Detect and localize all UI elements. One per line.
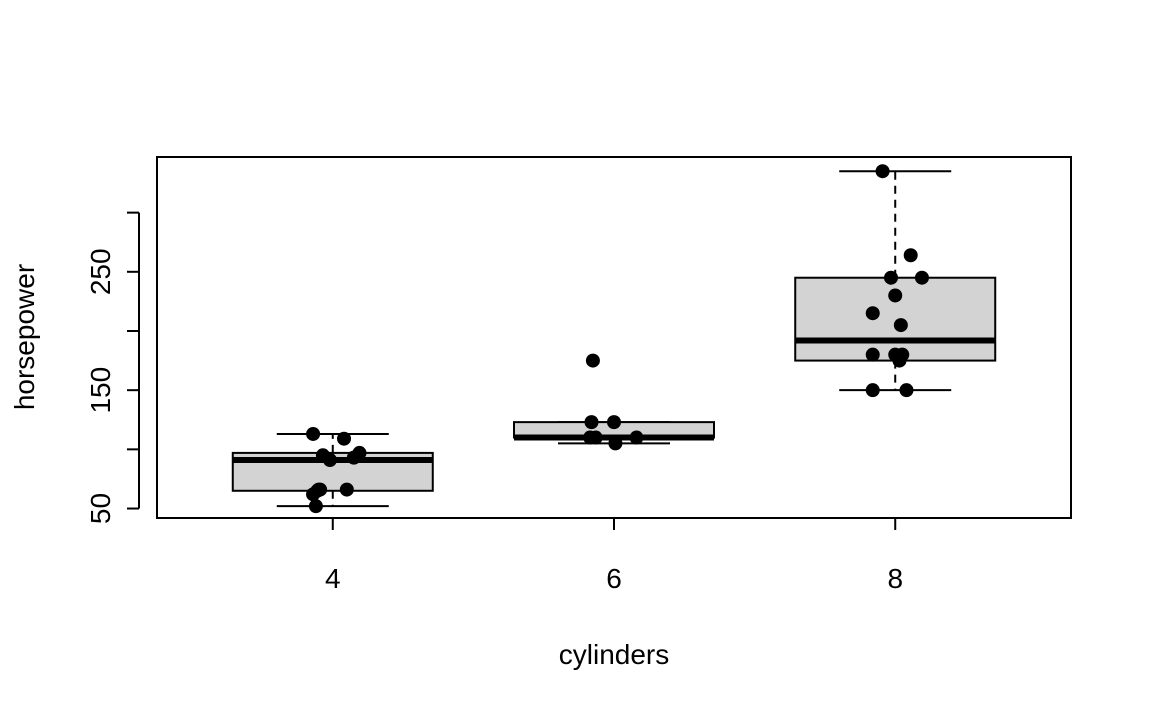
- x-axis: 4 6 8: [325, 518, 903, 594]
- data-point: [865, 383, 880, 398]
- data-point: [865, 306, 880, 321]
- y-axis: 50 150 250: [85, 211, 140, 524]
- data-point: [865, 347, 880, 362]
- data-point: [339, 482, 354, 497]
- data-point: [583, 430, 598, 445]
- data-point: [308, 499, 323, 514]
- x-tick-label: 4: [325, 563, 341, 594]
- x-axis-title: cylinders: [559, 639, 669, 670]
- data-point: [322, 453, 337, 468]
- data-point: [607, 415, 621, 430]
- data-point: [311, 482, 326, 497]
- data-point: [629, 430, 644, 445]
- data-point: [899, 383, 914, 398]
- data-point: [585, 353, 600, 368]
- points-layer: [306, 164, 929, 514]
- data-point: [884, 270, 899, 285]
- data-point: [914, 270, 929, 285]
- data-point: [608, 436, 623, 451]
- data-point: [352, 445, 367, 460]
- y-tick-label: 50: [85, 493, 116, 524]
- data-point: [875, 164, 890, 179]
- data-point: [893, 318, 908, 333]
- x-tick-label: 6: [606, 563, 622, 594]
- data-point: [892, 353, 907, 368]
- data-point: [306, 426, 321, 441]
- y-tick-label: 250: [85, 248, 116, 295]
- y-tick-label: 150: [85, 367, 116, 414]
- data-point: [584, 415, 599, 430]
- x-tick-label: 8: [887, 563, 903, 594]
- data-point: [888, 288, 903, 303]
- box-group-4: [231, 432, 434, 508]
- data-point: [903, 248, 918, 263]
- data-point: [337, 431, 352, 446]
- y-axis-title: horsepower: [9, 264, 40, 410]
